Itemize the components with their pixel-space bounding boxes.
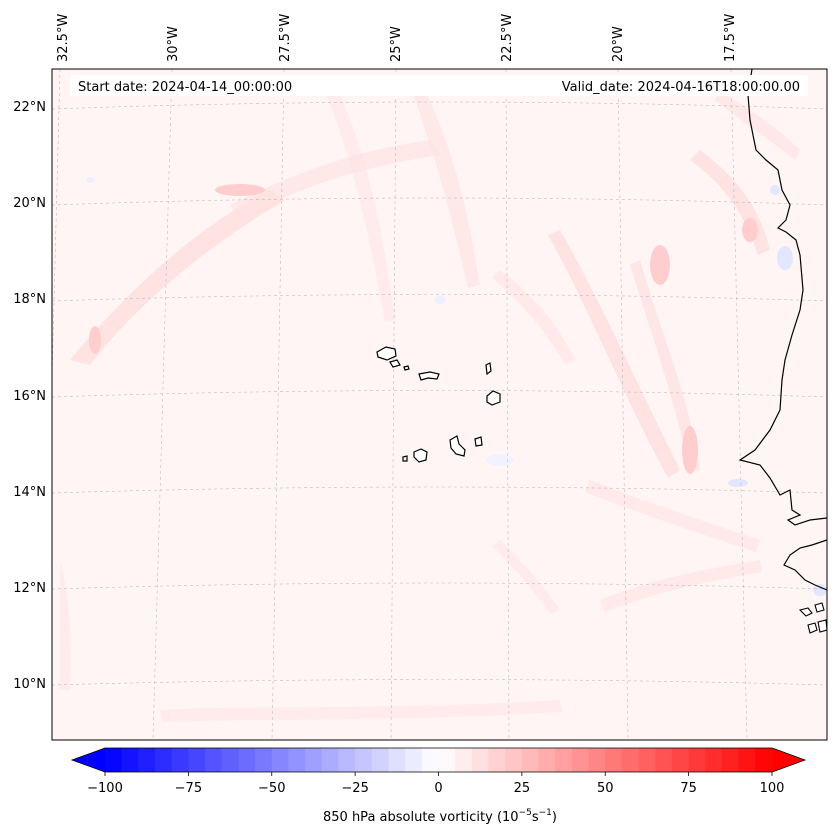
gridlines — [52, 69, 827, 740]
lat-label: 10°N — [13, 677, 46, 692]
negative-vorticity-spots — [86, 177, 827, 596]
colorbar-ticks: −100 −75 −50 −25 0 25 50 75 100 — [87, 772, 784, 796]
colorbar-cell — [388, 748, 406, 772]
island-santa-luzia — [403, 365, 410, 371]
vorticity-field — [60, 75, 800, 722]
lat-label: 18°N — [13, 292, 46, 307]
cape-verde-islands — [376, 346, 501, 463]
date-banner — [70, 75, 808, 96]
colorbar-cell — [455, 748, 473, 772]
island-sal — [485, 362, 492, 376]
lon-label: 22.5°W — [500, 14, 515, 62]
colorbar-tick-label: 50 — [597, 781, 614, 796]
colorbar-tick-label: −100 — [87, 781, 123, 796]
colorbar-cell — [105, 748, 123, 772]
colorbar-cell — [555, 748, 573, 772]
lat-label: 22°N — [13, 100, 46, 115]
island-santiago — [449, 435, 466, 457]
lon-label: 30°W — [166, 26, 181, 62]
valid-date-label: Valid_date: 2024-04-16T18:00:00.00 — [562, 80, 800, 95]
colorbar-cell — [321, 748, 340, 772]
island-boa-vista — [486, 390, 501, 406]
colorbar-cell — [205, 748, 223, 772]
longitude-labels: 32.5°W 30°W 27.5°W 25°W 22.5°W 20°W 17.5… — [56, 14, 738, 62]
lat-label: 12°N — [13, 581, 46, 596]
colorbar-cell — [138, 748, 156, 772]
colorbar-tick-label: 75 — [680, 781, 697, 796]
island-sao-vicente — [389, 359, 401, 368]
colorbar-cell — [171, 748, 189, 772]
colorbar-cell — [355, 748, 373, 772]
start-date-label: Start date: 2024-04-14_00:00:00 — [78, 80, 292, 95]
colorbar-extend-max — [772, 748, 805, 772]
colorbar-tick-label: −75 — [175, 781, 202, 796]
colorbar-cell — [221, 748, 240, 772]
colorbar-cell — [255, 748, 273, 772]
colorbar-cell — [471, 748, 490, 772]
colorbar-cell — [721, 748, 740, 772]
colorbar-cell — [238, 748, 256, 772]
latitude-labels: 22°N 20°N 18°N 16°N 14°N 12°N 10°N — [13, 100, 46, 692]
colorbar-cell — [538, 748, 556, 772]
colorbar-cell — [121, 748, 139, 772]
bijagos-islands — [798, 602, 827, 634]
island-brava — [402, 455, 408, 462]
colorbar-tick-label: 100 — [760, 781, 785, 796]
lon-label: 20°W — [611, 26, 626, 62]
west-africa-coastline — [738, 69, 827, 526]
colorbar-cell — [688, 748, 706, 772]
colorbar-cell — [655, 748, 673, 772]
colorbar-cell — [671, 748, 690, 772]
map-panel: Start date: 2024-04-14_00:00:00 Valid_da… — [13, 14, 828, 741]
colorbar: −100 −75 −50 −25 0 25 50 75 100 850 hPa absolute… — [70, 747, 807, 825]
colorbar-cell — [371, 748, 390, 772]
colorbar-cell — [288, 748, 306, 772]
colorbar-cell — [405, 748, 423, 772]
colorbar-cell — [505, 748, 523, 772]
colorbar-cell — [155, 748, 173, 772]
colorbar-cell — [488, 748, 506, 772]
colorbar-cell — [705, 748, 723, 772]
colorbar-cell — [621, 748, 640, 772]
colorbar-tick-label: 0 — [434, 781, 442, 796]
island-santo-antao — [376, 346, 397, 361]
lat-label: 16°N — [13, 389, 46, 404]
island-fogo — [413, 448, 428, 463]
colorbar-cell — [338, 748, 356, 772]
colorbar-tick-label: −25 — [341, 781, 368, 796]
colorbar-cell — [188, 748, 206, 772]
lon-label: 17.5°W — [723, 14, 738, 62]
colorbar-cell — [271, 748, 290, 772]
colorbar-cell — [588, 748, 606, 772]
colorbar-extend-min — [72, 748, 105, 772]
colorbar-cell — [305, 748, 323, 772]
lat-label: 20°N — [13, 196, 46, 211]
guinea-bissau-coast — [783, 539, 827, 591]
colorbar-cell — [438, 748, 456, 772]
colorbar-cell — [421, 748, 440, 772]
map-frame — [51, 68, 828, 741]
colorbar-cell — [738, 748, 756, 772]
colorbar-cells — [72, 748, 805, 772]
colorbar-cell — [605, 748, 623, 772]
island-maio — [474, 436, 483, 447]
colorbar-cell — [571, 748, 590, 772]
lat-label: 14°N — [13, 485, 46, 500]
colorbar-cell — [755, 748, 773, 772]
colorbar-label: 850 hPa absolute vorticity (10−5s−1) — [323, 808, 557, 825]
lon-label: 32.5°W — [56, 14, 71, 62]
colorbar-cell — [521, 748, 540, 772]
lon-label: 25°W — [389, 26, 404, 62]
colorbar-tick-label: −50 — [258, 781, 285, 796]
colorbar-cell — [638, 748, 656, 772]
map-background — [52, 69, 827, 740]
island-sao-nicolau — [418, 371, 440, 381]
lon-label: 27.5°W — [278, 14, 293, 62]
colorbar-tick-label: 25 — [514, 781, 531, 796]
